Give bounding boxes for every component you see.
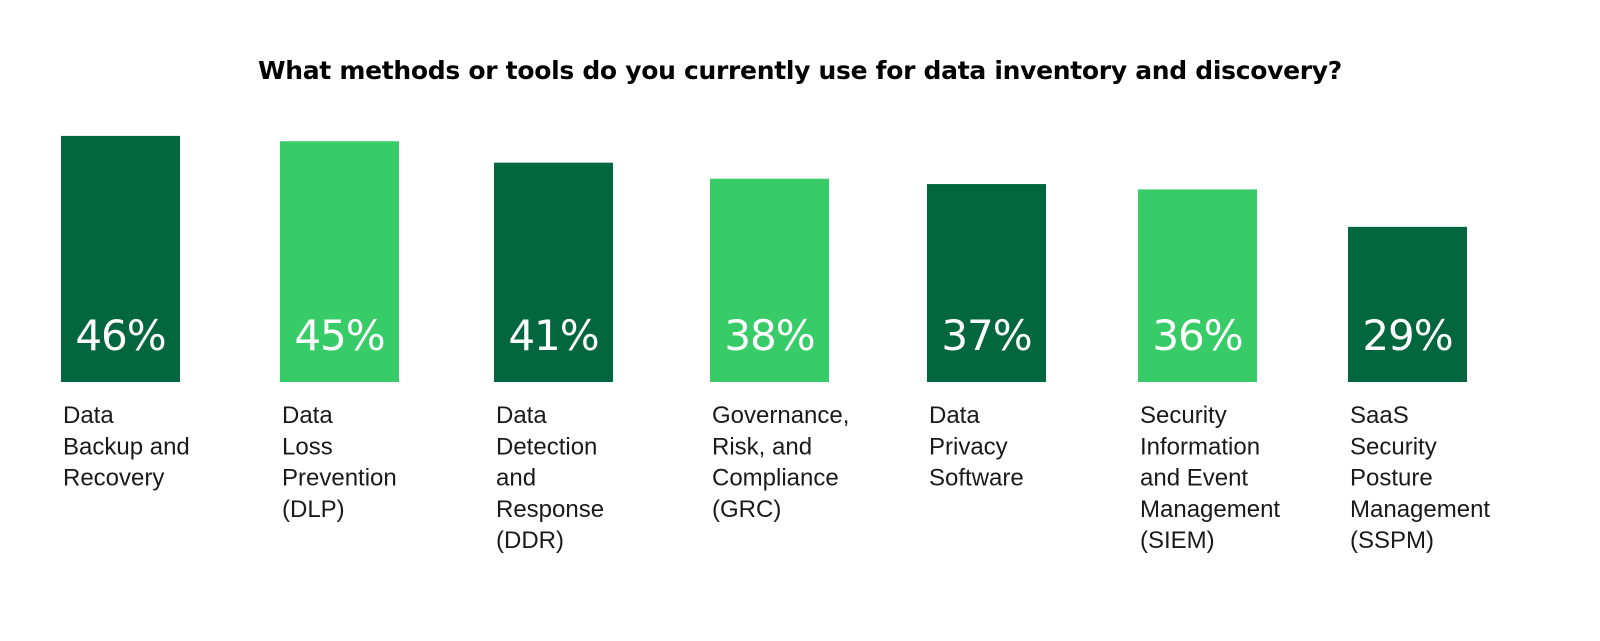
category-label-line: (DDR) <box>496 527 564 554</box>
category-label-line: Management <box>1350 496 1490 523</box>
category-label-line: Privacy <box>929 433 1008 460</box>
bar-value-label-1: 46% <box>75 311 165 360</box>
category-label-line: (DLP) <box>282 496 345 523</box>
category-label-1: Data Backup and Recovery <box>63 402 190 492</box>
category-label-3: Data Detection and Response (DDR) <box>496 402 604 554</box>
category-label-6: Security Information and Event Management (S… <box>1140 402 1280 554</box>
category-label-line: (SSPM) <box>1350 527 1434 554</box>
category-label-line: Compliance <box>712 465 839 492</box>
category-label-2: Data Loss Prevention (DLP) <box>282 402 397 523</box>
category-label-line: Detection <box>496 433 597 460</box>
category-label-line: Risk, and <box>712 433 812 460</box>
category-label-line: and <box>496 465 536 492</box>
bar-2 <box>280 141 399 382</box>
bar-value-label-6: 36% <box>1152 311 1242 360</box>
category-label-line: Posture <box>1350 465 1433 492</box>
category-label-line: Response <box>496 496 604 523</box>
category-label-line: Backup and <box>63 433 190 460</box>
bar-value-label-5: 37% <box>941 311 1031 360</box>
category-labels-group: Data Backup and Recovery Data Loss Prevention… <box>63 402 1490 554</box>
bar-value-label-2: 45% <box>294 311 384 360</box>
category-label-line: Loss <box>282 433 333 460</box>
category-label-line: (GRC) <box>712 496 781 523</box>
bar-1 <box>61 135 180 382</box>
category-label-line: Software <box>929 465 1024 492</box>
bar-6 <box>1138 189 1257 382</box>
category-label-line: Security <box>1140 402 1227 429</box>
bars-group: 46% 45% 41% 38% 37% 36% 29% <box>61 135 1467 382</box>
category-label-line: Data <box>282 402 333 429</box>
category-label-4: Governance, Risk, and Compliance (GRC) <box>712 402 849 523</box>
bar-value-label-3: 41% <box>508 311 598 360</box>
category-label-line: Data <box>496 402 547 429</box>
bar-3 <box>494 162 613 382</box>
chart-title: What methods or tools do you currently u… <box>257 56 1343 85</box>
bar-7 <box>1348 226 1467 382</box>
category-label-line: Information <box>1140 433 1260 460</box>
bar-5 <box>927 184 1046 382</box>
category-label-line: Data <box>929 402 980 429</box>
bar-value-label-4: 38% <box>724 311 814 360</box>
category-label-line: (SIEM) <box>1140 527 1215 554</box>
category-label-line: SaaS <box>1350 402 1409 429</box>
category-label-line: Management <box>1140 496 1280 523</box>
category-label-5: Data Privacy Software <box>929 402 1024 492</box>
category-label-line: Prevention <box>282 465 397 492</box>
category-label-line: Governance, <box>712 402 849 429</box>
category-label-line: Security <box>1350 433 1437 460</box>
category-label-7: SaaS Security Posture Management (SSPM) <box>1350 402 1490 554</box>
category-label-line: and Event <box>1140 465 1248 492</box>
bar-value-label-7: 29% <box>1362 311 1452 360</box>
category-label-line: Data <box>63 402 114 429</box>
category-label-line: Recovery <box>63 465 164 492</box>
bar-4 <box>710 178 829 382</box>
